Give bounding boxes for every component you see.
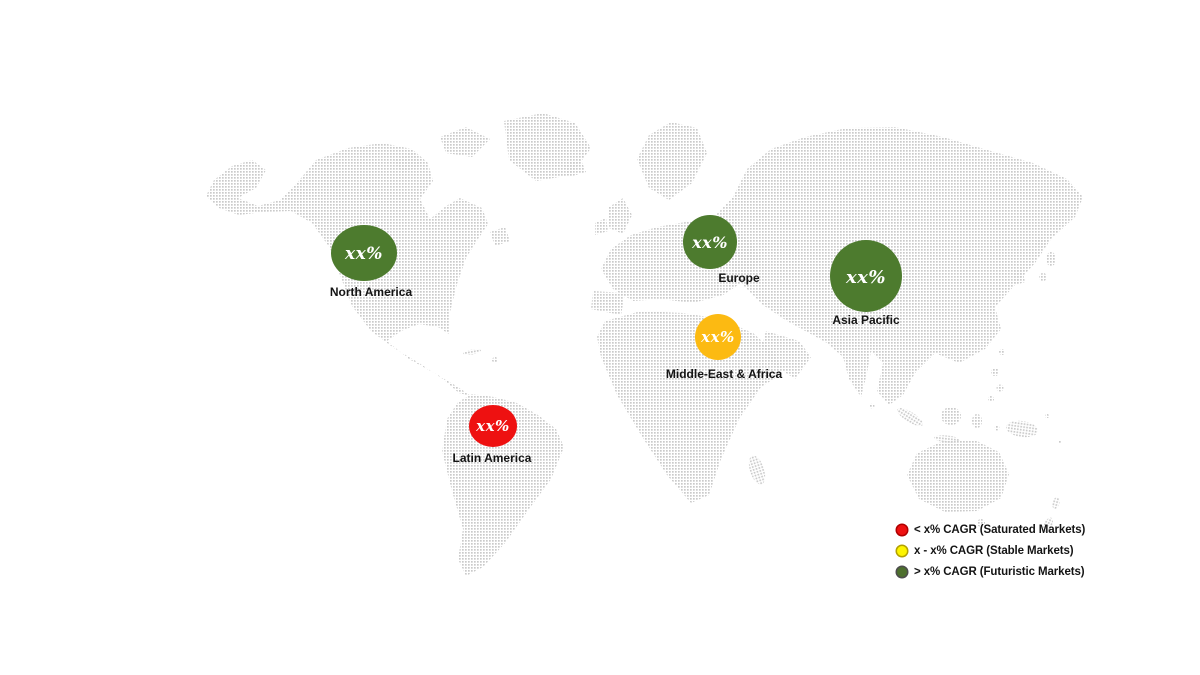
- continent-arabia: [762, 331, 811, 379]
- bubble-circle: [830, 240, 902, 312]
- island-new-zealand: [1052, 497, 1060, 509]
- island-philippines: [996, 384, 1004, 392]
- island-ireland: [595, 218, 608, 235]
- island-hispaniola: [492, 357, 498, 363]
- bubble-latin-america: xx% Latin America: [453, 405, 532, 465]
- continent-australia: [907, 440, 1009, 512]
- island-taiwan: [999, 349, 1005, 355]
- bubble-value: xx%: [700, 328, 735, 346]
- legend-item-stable: x - x% CAGR (Stable Markets): [895, 543, 1085, 558]
- island-sulawesi: [972, 414, 982, 428]
- continents: [206, 113, 1083, 576]
- island-philippines: [988, 396, 994, 402]
- island: [994, 425, 1000, 431]
- island-philippines: [991, 368, 999, 376]
- island-arctic: [440, 127, 490, 157]
- continent-africa: [597, 311, 783, 503]
- island-sri-lanka: [869, 403, 875, 409]
- bubble-value: xx%: [475, 417, 510, 435]
- island-newfoundland: [490, 227, 510, 246]
- island-sumatra: [897, 407, 923, 427]
- continent-south-america: [442, 394, 564, 576]
- bubble-label: Asia Pacific: [832, 313, 900, 327]
- island: [1045, 414, 1049, 418]
- bubble-circle: [331, 225, 397, 281]
- region-bubbles: xx% North America xx% Europe xx% Asia Pa…: [330, 215, 902, 465]
- legend-dot: [895, 523, 909, 536]
- bubble-circle: [683, 215, 737, 269]
- bubble-value: xx%: [691, 233, 728, 252]
- bubble-label: North America: [330, 285, 413, 299]
- legend-item-futuristic: > x% CAGR (Futuristic Markets): [895, 564, 1085, 579]
- island-tasmania: [977, 519, 985, 527]
- bubble-value: xx%: [845, 267, 886, 288]
- bubble-middle-east-africa: xx% Middle-East & Africa: [666, 314, 783, 381]
- bubble-circle: [695, 314, 741, 360]
- island-japan: [1039, 273, 1047, 281]
- bubble-north-america: xx% North America: [330, 225, 413, 299]
- bubble-circle: [469, 405, 517, 447]
- island-cuba: [463, 349, 481, 355]
- legend-dot: [895, 544, 909, 557]
- island-madagascar: [748, 455, 766, 485]
- legend: < x% CAGR (Saturated Markets) x - x% CAG…: [895, 522, 1085, 579]
- legend-label: > x% CAGR (Futuristic Markets): [914, 565, 1085, 578]
- legend-label: < x% CAGR (Saturated Markets): [914, 523, 1086, 536]
- island-arctic: [394, 152, 422, 173]
- bubble-value: xx%: [344, 244, 383, 264]
- bubble-label: Middle-East & Africa: [666, 367, 783, 381]
- island-japan: [1036, 238, 1046, 248]
- legend-dot: [895, 565, 909, 578]
- legend-dot-yellow-icon: [895, 544, 909, 557]
- bubble-label: Latin America: [453, 451, 532, 465]
- island-borneo: [941, 407, 961, 425]
- island-japan: [1046, 252, 1056, 266]
- legend-label: x - x% CAGR (Stable Markets): [914, 544, 1074, 557]
- legend-item-saturated: < x% CAGR (Saturated Markets): [895, 522, 1085, 537]
- legend-dot-red-icon: [895, 523, 909, 536]
- island-iceland: [564, 160, 586, 177]
- continent-scandinavia: [637, 122, 707, 200]
- island-new-zealand: [1043, 517, 1053, 533]
- bubble-asia-pacific: xx% Asia Pacific: [830, 240, 902, 327]
- continent-korea: [1013, 268, 1025, 285]
- bubble-europe: xx% Europe: [683, 215, 760, 285]
- continent-iberia: [591, 291, 625, 315]
- island: [1058, 440, 1062, 444]
- bubble-label: Europe: [718, 271, 760, 285]
- island-great-britain: [609, 198, 632, 234]
- legend-dot-green-icon: [895, 565, 909, 578]
- island-new-guinea: [1006, 420, 1038, 438]
